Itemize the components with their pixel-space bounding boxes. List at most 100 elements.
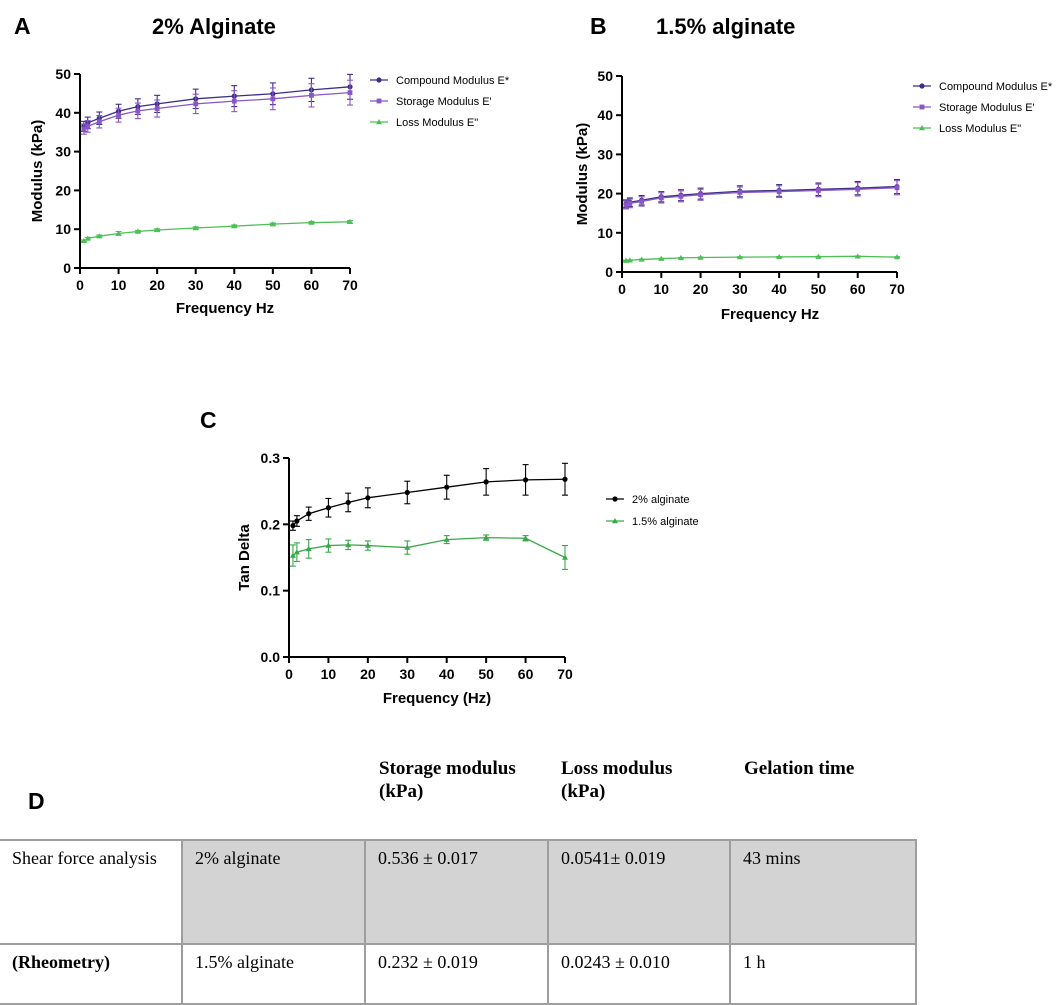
- data-point: [639, 199, 645, 204]
- header-loss-modulus: Loss modulus (kPa): [561, 758, 673, 802]
- data-point: [135, 108, 141, 114]
- data-point: [269, 221, 276, 227]
- data-point: [854, 253, 861, 259]
- data-point: [894, 185, 900, 191]
- data-point: [816, 188, 821, 193]
- data-point: [623, 202, 629, 208]
- x-tick-label: 20: [360, 666, 376, 682]
- series-alg2: [289, 462, 568, 531]
- x-tick-label: 30: [188, 277, 204, 293]
- data-point: [306, 511, 312, 517]
- data-point: [193, 101, 199, 107]
- x-tick-label: 70: [889, 281, 905, 297]
- data-point: [305, 545, 312, 552]
- data-point: [309, 92, 314, 98]
- series-storage: [80, 79, 353, 135]
- data-point: [115, 230, 122, 236]
- legend-marker: [919, 125, 925, 131]
- y-tick-label: 40: [55, 105, 71, 121]
- data-point: [444, 484, 450, 490]
- data-point: [522, 535, 529, 541]
- data-point: [776, 253, 783, 260]
- data-point: [677, 254, 684, 261]
- y-tick-label: 30: [597, 146, 613, 162]
- data-point: [192, 225, 199, 231]
- legend-label: Loss Modulus E": [396, 117, 478, 129]
- data-point: [294, 518, 300, 524]
- data-point: [347, 218, 353, 225]
- table-row: (Rheometry) 1.5% alginate 0.232 ± 0.019 …: [0, 943, 917, 1005]
- x-tick-label: 70: [557, 666, 573, 682]
- panel-letter: C: [200, 407, 217, 433]
- legend-label: Compound Modulus E*: [396, 75, 510, 87]
- y-tick-label: 10: [55, 221, 71, 237]
- table-cell: 2% alginate: [181, 839, 366, 945]
- data-point: [443, 536, 450, 542]
- legend-label: Compound Modulus E*: [939, 81, 1053, 93]
- y-tick-label: 0.2: [261, 516, 281, 532]
- data-point: [815, 253, 822, 259]
- y-tick-label: 0: [605, 264, 613, 280]
- data-point: [404, 489, 410, 496]
- data-point: [627, 201, 633, 206]
- row-label-rheometry: (Rheometry): [0, 943, 183, 1005]
- x-tick-label: 10: [653, 281, 669, 297]
- series-storage: [622, 180, 900, 210]
- x-axis-label: Frequency Hz: [721, 306, 819, 323]
- table-cell: 0.0541± 0.019: [547, 839, 731, 945]
- x-tick-label: 20: [693, 281, 709, 297]
- data-point: [894, 254, 900, 260]
- results-table: Shear force analysis 2% alginate 0.536 ±…: [0, 839, 917, 1005]
- data-point: [134, 228, 141, 234]
- data-point: [347, 90, 353, 96]
- data-point: [84, 235, 91, 241]
- data-point: [562, 476, 568, 482]
- data-point: [736, 254, 743, 260]
- chart-title: 2% Alginate: [152, 14, 276, 39]
- data-point: [345, 499, 351, 506]
- series-alg15: [289, 534, 568, 570]
- series-line: [292, 478, 566, 527]
- data-point: [855, 186, 861, 192]
- data-point: [776, 189, 782, 195]
- legend-marker: [612, 518, 618, 524]
- x-tick-label: 50: [811, 281, 827, 297]
- data-point: [270, 96, 276, 102]
- data-point: [325, 542, 332, 548]
- data-point: [154, 226, 161, 233]
- x-tick-label: 0: [618, 281, 626, 297]
- x-tick-label: 70: [342, 277, 358, 293]
- data-point: [626, 257, 633, 263]
- legend-marker: [612, 496, 618, 502]
- data-point: [289, 552, 296, 558]
- x-tick-label: 60: [850, 281, 866, 297]
- y-axis-label: Tan Delta: [236, 524, 253, 591]
- series-loss: [80, 218, 353, 244]
- y-tick-label: 20: [55, 182, 71, 198]
- chart-panel-b: B 1.5% alginate 0 10 20 30 40 50 0 10 20 30 40 50 60 70…: [574, 13, 1053, 323]
- x-axis-label: Frequency Hz: [176, 300, 274, 317]
- x-axis-label: Frequency (Hz): [383, 690, 491, 707]
- y-tick-label: 30: [55, 144, 71, 160]
- data-point: [698, 192, 703, 198]
- series-loss: [622, 253, 900, 263]
- header-storage-modulus: Storage modulus (kPa): [379, 758, 516, 802]
- table-cell: 0.536 ± 0.017: [364, 839, 549, 945]
- data-point: [678, 193, 684, 199]
- data-point: [658, 195, 664, 201]
- panel-letter: B: [590, 13, 607, 39]
- panel-d-letter: D: [28, 788, 45, 814]
- data-point: [365, 495, 371, 501]
- data-point: [404, 544, 411, 550]
- data-point: [231, 223, 238, 229]
- data-point: [96, 119, 102, 125]
- row-label-shear: Shear force analysis: [0, 839, 183, 945]
- chart-panel-c: C 0.0 0.1 0.2 0.3 0 10 20 30 40 50 60 70 Frequency (H…: [200, 407, 699, 707]
- data-point: [562, 554, 568, 560]
- x-tick-label: 50: [478, 666, 494, 682]
- data-point: [308, 219, 315, 225]
- table-cell: 0.232 ± 0.019: [364, 943, 549, 1005]
- data-point: [154, 106, 160, 111]
- series-compound: [622, 178, 900, 209]
- y-tick-label: 50: [597, 68, 613, 84]
